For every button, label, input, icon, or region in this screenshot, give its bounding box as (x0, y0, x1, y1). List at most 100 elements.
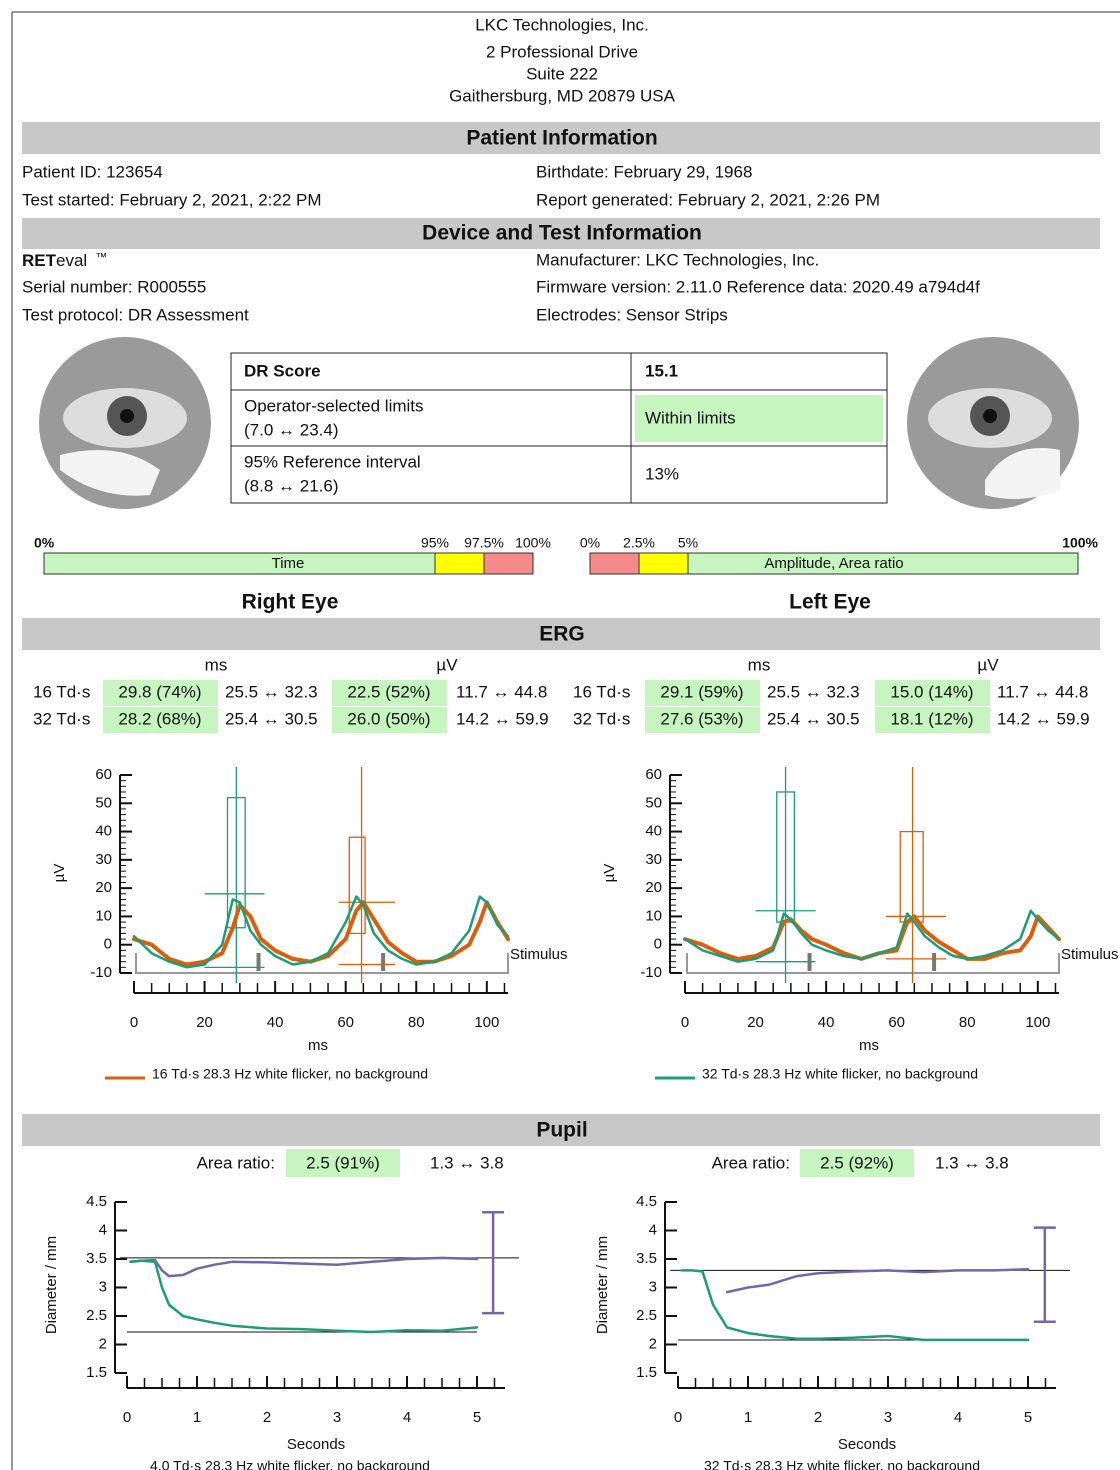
y-tick-label: 0 (654, 936, 662, 953)
result-cell (875, 707, 990, 733)
address: 2 Professional Drive (486, 42, 638, 61)
cell: 25.4 ↔ 30.5 (225, 709, 318, 728)
cell: 25.5 ↔ 32.3 (225, 682, 318, 701)
cell: 11.7 ↔ 44.8 (456, 682, 547, 701)
unit: ms (205, 655, 228, 674)
x-tick-label: 60 (337, 1014, 354, 1031)
y-tick-label: 10 (95, 907, 112, 924)
section-title: Device and Test Information (422, 222, 702, 245)
section-bar (22, 122, 1100, 154)
chart: -10 0 10 20 30 40 50 60 0 20 40 60 80 100 ms µV Stimulus… (51, 766, 568, 1082)
scale-tick: 97.5% (464, 535, 504, 551)
x-axis-label: Seconds (287, 1436, 345, 1453)
y-tick-label: 2.5 (636, 1307, 657, 1324)
birthdate: Birthdate: February 29, 1968 (536, 162, 752, 181)
row-label: 16 Td·s (573, 682, 630, 701)
cell: 14.2 ↔ 59.9 (456, 709, 549, 728)
eye-title: Right Eye (242, 591, 339, 614)
result-cell (332, 707, 447, 733)
patient-id: Patient ID: 123654 (22, 162, 163, 181)
cell: 29.1 (59%) (660, 682, 743, 701)
x-tick-label: 0 (130, 1014, 138, 1031)
x-tick-label: 80 (408, 1014, 425, 1031)
y-tick-label: 2 (99, 1335, 107, 1352)
x-axis-label: ms (308, 1037, 328, 1054)
error-bar (482, 1211, 505, 1315)
section-bar (22, 218, 1100, 249)
area-ratio: 2.5 (91%) (306, 1153, 380, 1172)
row-label: 16 Td·s (33, 682, 90, 701)
x-tick-label: 3 (333, 1409, 341, 1426)
trace (129, 1256, 479, 1278)
x-tick-label: 2 (263, 1409, 271, 1426)
y-tick-label: 1.5 (86, 1364, 107, 1381)
y-tick-label: 1.5 (636, 1364, 657, 1381)
y-tick-label: 60 (645, 766, 662, 783)
address: Gaithersburg, MD 20879 USA (449, 86, 675, 105)
stimulus-baseline (686, 953, 1060, 974)
y-tick-label: 4.5 (636, 1193, 657, 1210)
scale-tick: 2.5% (623, 535, 655, 551)
address: Suite 222 (526, 64, 598, 83)
y-tick-label: 20 (95, 879, 112, 896)
area-ratio-range: 1.3 ↔ 3.8 (935, 1153, 1009, 1172)
electrodes: Electrodes: Sensor Strips (536, 305, 728, 324)
cell: 14.2 ↔ 59.9 (997, 709, 1090, 728)
x-tick-label: 20 (196, 1014, 213, 1031)
brand-rest: eval (56, 251, 87, 270)
scale-label: Amplitude, Area ratio (764, 555, 903, 572)
company: LKC Technologies, Inc. (475, 15, 649, 34)
y-tick-label: 50 (95, 794, 112, 811)
stimulus-mark (381, 953, 386, 971)
y-tick-label: 3 (649, 1278, 657, 1295)
result-cell (286, 1149, 400, 1177)
scale-tick: 0% (580, 535, 600, 551)
protocol: Test protocol: DR Assessment (22, 305, 249, 324)
y-tick-label: 4 (649, 1221, 657, 1238)
stimulus-mark (256, 953, 261, 971)
test-started: Test started: February 2, 2021, 2:22 PM (22, 190, 322, 209)
result-cell (103, 707, 218, 733)
dr-score-label: DR Score (244, 361, 321, 380)
y-tick-label: 4.5 (86, 1193, 107, 1210)
scale-tick: 95% (421, 535, 449, 551)
legend-label: 16 Td·s 28.3 Hz white flicker, no backgr… (152, 1066, 428, 1082)
trace (680, 1269, 1030, 1342)
report-generated: Report generated: February 2, 2021, 2:26… (536, 190, 880, 209)
x-tick-label: 1 (193, 1409, 201, 1426)
x-tick-label: 3 (884, 1409, 892, 1426)
y-tick-label: 3 (99, 1278, 107, 1295)
dr-score: 15.1 (645, 361, 678, 380)
caption: 32 Td·s 28.3 Hz white flicker, no backgr… (704, 1458, 980, 1470)
result-cell (332, 680, 447, 706)
brand-bold: RET (22, 251, 57, 270)
cell: 11.7 ↔ 44.8 (997, 682, 1088, 701)
section-title: Patient Information (466, 127, 657, 150)
firmware: Firmware version: 2.11.0 Reference data:… (536, 277, 980, 296)
scale-tick: 100% (1062, 535, 1098, 551)
area-ratio-range: 1.3 ↔ 3.8 (430, 1153, 504, 1172)
scale-tick: 0% (34, 535, 55, 551)
manufacturer: Manufacturer: LKC Technologies, Inc. (536, 250, 819, 269)
y-tick-label: 3.5 (636, 1250, 657, 1267)
serial: Serial number: R000555 (22, 277, 206, 296)
x-tick-label: 5 (1024, 1409, 1032, 1426)
x-tick-label: 5 (473, 1409, 481, 1426)
x-tick-label: 40 (267, 1014, 284, 1031)
dr-table (230, 352, 888, 504)
y-axis-label: µV (51, 864, 68, 883)
cell: 22.5 (52%) (347, 682, 430, 701)
y-tick-label: -10 (90, 964, 112, 981)
y-tick-label: 40 (645, 823, 662, 840)
y-tick-label: 50 (645, 794, 662, 811)
trace (725, 1268, 1030, 1294)
result-cell (645, 707, 760, 733)
x-tick-label: 100 (1025, 1014, 1050, 1031)
ref-range: (8.8 ↔ 21.6) (244, 476, 339, 495)
error-bar (1033, 1226, 1056, 1323)
reference-box (348, 836, 366, 935)
y-axis-label: Diameter / mm (594, 1236, 611, 1334)
result-cell (645, 680, 760, 706)
trace (683, 914, 1061, 961)
